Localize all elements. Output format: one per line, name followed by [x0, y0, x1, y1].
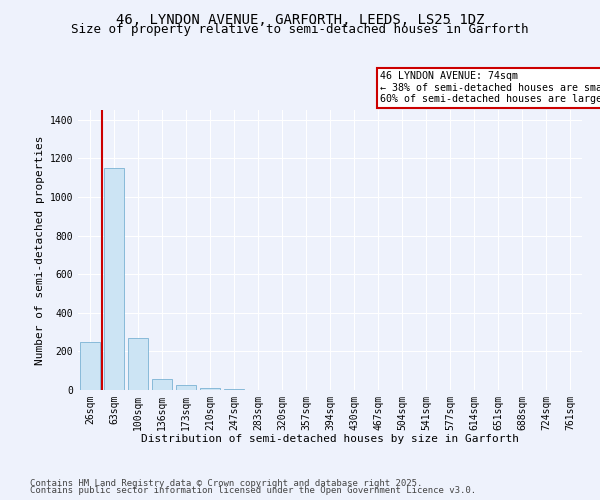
- Text: Size of property relative to semi-detached houses in Garforth: Size of property relative to semi-detach…: [71, 22, 529, 36]
- X-axis label: Distribution of semi-detached houses by size in Garforth: Distribution of semi-detached houses by …: [141, 434, 519, 444]
- Bar: [176, 385, 196, 390]
- Text: 46 LYNDON AVENUE: 74sqm
← 38% of semi-detached houses are smaller (647)
60% of s: 46 LYNDON AVENUE: 74sqm ← 38% of semi-de…: [380, 71, 600, 104]
- Text: Contains HM Land Registry data © Crown copyright and database right 2025.: Contains HM Land Registry data © Crown c…: [30, 478, 422, 488]
- Bar: [128, 338, 148, 390]
- Bar: [152, 380, 172, 390]
- Bar: [200, 388, 220, 390]
- Y-axis label: Number of semi-detached properties: Number of semi-detached properties: [35, 135, 46, 365]
- Text: 46, LYNDON AVENUE, GARFORTH, LEEDS, LS25 1DZ: 46, LYNDON AVENUE, GARFORTH, LEEDS, LS25…: [116, 12, 484, 26]
- Bar: [80, 342, 100, 390]
- Bar: [104, 168, 124, 390]
- Text: Contains public sector information licensed under the Open Government Licence v3: Contains public sector information licen…: [30, 486, 476, 495]
